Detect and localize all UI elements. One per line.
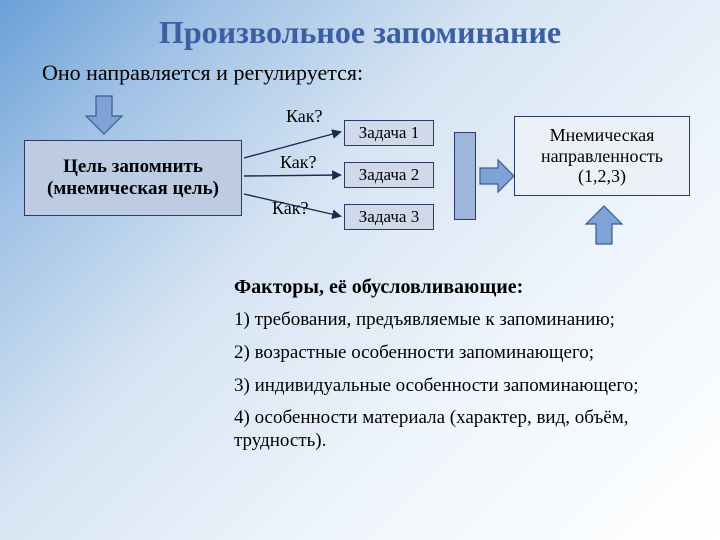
page-title: Произвольное запоминание [0, 14, 720, 51]
factors-item: 3) индивидуальные особенности запоминающ… [234, 375, 684, 398]
result-box: Мнемическая направленность (1,2,3) [514, 116, 690, 196]
factors-block: Факторы, её обусловливающие: 1) требован… [234, 276, 684, 463]
slide-layer: Произвольное запоминание Оно направляетс… [0, 0, 720, 540]
arrow-up-icon [586, 206, 622, 244]
edge-label-1: Как? [286, 106, 323, 127]
factors-item: 1) требования, предъявляемые к запоминан… [234, 309, 684, 332]
subtitle-text: Оно направляется и регулируется: [42, 60, 363, 86]
factors-item: 2) возрастные особенности запоминающего; [234, 342, 684, 365]
edge-label-2: Как? [280, 152, 317, 173]
task-box-2: Задача 2 [344, 162, 434, 188]
task-box-1: Задача 1 [344, 120, 434, 146]
goal-box: Цель запомнить (мнемическая цель) [24, 140, 242, 216]
arrow-down-icon [86, 96, 122, 134]
edge-label-3: Как? [272, 198, 309, 219]
factors-heading: Факторы, её обусловливающие: [234, 276, 684, 299]
arrow-right-icon [480, 160, 514, 192]
factors-item: 4) особенности материала (характер, вид,… [234, 407, 684, 453]
task-box-3: Задача 3 [344, 204, 434, 230]
vertical-bar [454, 132, 476, 220]
